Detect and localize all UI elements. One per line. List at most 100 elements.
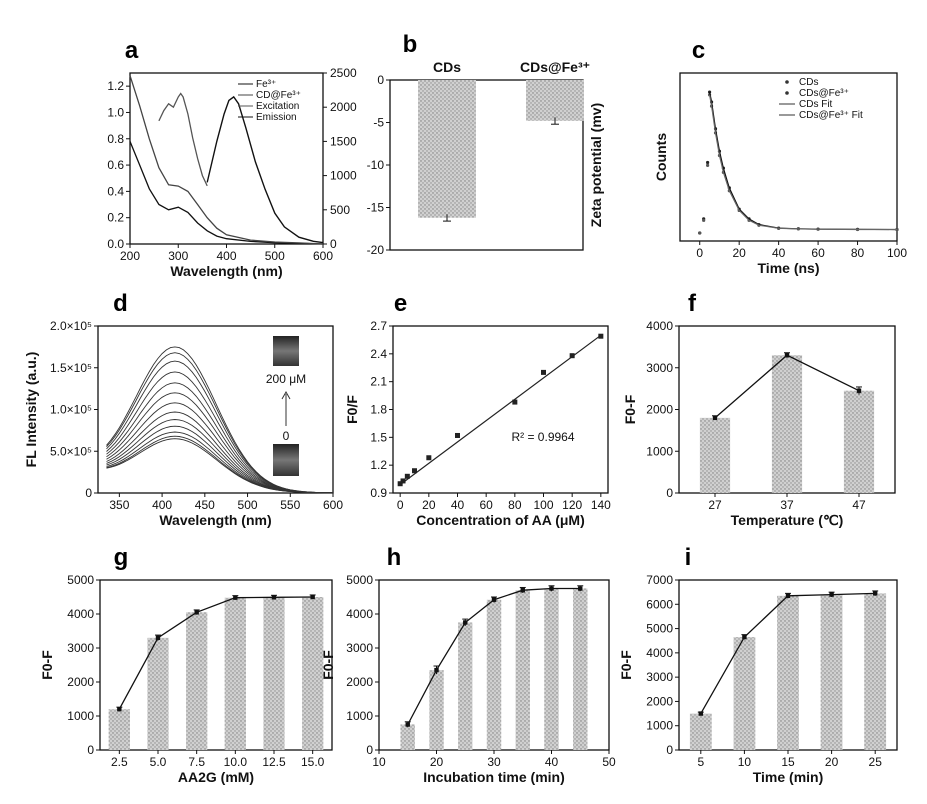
panel-f-xtick-label: 37: [780, 498, 794, 512]
panel-a-ytick-label: 0.4: [107, 184, 124, 198]
panel-e-data-point: [455, 432, 460, 438]
panel-a-y2tick-label: 500: [330, 203, 350, 217]
panel-d-ytick-label: 1.5×10⁵: [50, 361, 92, 375]
panel-g-xlabel: AA2G (mM): [178, 769, 254, 785]
panel-d-ytick-label: 0: [85, 486, 92, 500]
panel-b-bar: [418, 80, 476, 218]
panel-h-data-point: [405, 722, 410, 727]
panel-c-xtick-label: 100: [887, 246, 907, 260]
panel-a-legend-entry: Fe³⁺: [256, 79, 276, 90]
panel-h-xlabel: Incubation time (min): [423, 769, 565, 785]
panel-c-data-point: [895, 228, 899, 232]
panel-d-xtick-label: 600: [323, 498, 343, 512]
panel-c-xtick-label: 20: [733, 246, 747, 260]
panel-h-data-point: [549, 586, 554, 591]
panel-f-bar: [843, 390, 875, 493]
panel-e-r2-annotation: R² = 0.9964: [511, 430, 574, 444]
panel-i-ytick-label: 0: [666, 743, 673, 757]
panel-a-y2tick-label: 1500: [330, 134, 357, 148]
panel-a-ytick-label: 0.2: [107, 211, 124, 225]
panel-h-xtick-label: 10: [372, 755, 386, 769]
panel-d-spectrum-line: [106, 435, 333, 494]
panel-a-series-line: [158, 92, 208, 187]
panel-b-ytick-label: 0: [377, 73, 384, 87]
panel-i-label: i: [685, 544, 692, 571]
panel-h-label: h: [387, 544, 402, 571]
panel-i-xtick-label: 25: [869, 755, 883, 769]
panel-i-ytick-label: 6000: [646, 597, 673, 611]
panel-h-bar: [515, 590, 530, 750]
panel-c-frame: [679, 72, 898, 242]
panel-d-ytick-label: 1.0×10⁵: [50, 403, 92, 417]
panel-i-xtick-label: 5: [697, 755, 704, 769]
panel-e-data-point: [400, 478, 406, 484]
panel-g-trend-line: [118, 596, 313, 710]
panel-c-fit-line: [709, 94, 898, 231]
panel-a-label: a: [125, 37, 139, 64]
panel-i-bar: [864, 593, 887, 750]
panel-h-xtick-label: 20: [430, 755, 444, 769]
panel-c-xtick-label: 80: [851, 246, 865, 260]
panel-d-spectrum-line: [106, 438, 333, 494]
panel-h-bar: [486, 599, 502, 750]
panel-d-inset-bottom-label: 0: [283, 429, 290, 443]
panel-a-xtick-label: 400: [216, 249, 236, 263]
panel-g-ylabel: F0-F: [39, 650, 55, 680]
panel-c-xtick-label: 40: [772, 246, 786, 260]
panel-h-ylabel: F0-F: [320, 650, 336, 680]
panel-a-ytick-label: 0.8: [107, 132, 124, 146]
panel-g-bar: [302, 597, 324, 750]
panel-a-y2tick-label: 0: [330, 237, 337, 251]
panel-d-inset-top-label: 200 μM: [266, 372, 306, 386]
panel-e-ytick-label: 0.9: [370, 486, 387, 500]
panel-f-data-point: [712, 415, 718, 421]
panel-i-data-point: [785, 593, 791, 598]
panel-h-data-point: [434, 667, 439, 673]
panel-g-bar: [186, 612, 208, 750]
panel-e-data-point: [598, 333, 604, 339]
panel-g-data-point: [233, 595, 238, 600]
panel-e-ytick-label: 2.7: [370, 319, 387, 333]
panel-g-ytick-label: 0: [87, 743, 94, 757]
panel-g-xtick-label: 5.0: [150, 755, 167, 769]
panel-e-ytick-label: 1.2: [370, 458, 387, 472]
panel-e-ytick-label: 1.8: [370, 403, 387, 417]
panel-h-bar: [400, 724, 415, 750]
panel-f-label: f: [688, 290, 697, 317]
panel-i-xtick-label: 10: [738, 755, 752, 769]
panel-i-ytick-label: 5000: [646, 622, 673, 636]
panel-i-xtick-label: 15: [781, 755, 795, 769]
panel-d-ytick-label: 2.0×10⁵: [50, 319, 92, 333]
panel-i-bar: [820, 594, 843, 750]
panel-c-data-point: [702, 218, 706, 222]
panel-i-bar: [733, 637, 756, 750]
panel-c-label: c: [692, 37, 705, 64]
panel-d-label: d: [113, 290, 128, 317]
panel-g-data-point: [155, 635, 161, 640]
panel-h-data-point: [578, 586, 583, 591]
panel-e-xtick-label: 60: [479, 498, 493, 512]
panel-h-ytick-label: 3000: [346, 641, 373, 655]
panel-i-ytick-label: 4000: [646, 646, 673, 660]
panel-b-label: b: [403, 31, 418, 58]
panel-h-ytick-label: 1000: [346, 709, 373, 723]
panel-i-ytick-label: 3000: [646, 670, 673, 684]
panel-h-data-point: [463, 620, 468, 625]
panel-c-legend-marker: [785, 80, 789, 84]
panel-d-xtick-label: 500: [238, 498, 258, 512]
panel-g-data-point: [310, 594, 315, 600]
panel-a-xtick-label: 500: [265, 249, 285, 263]
panel-h-xtick-label: 40: [545, 755, 559, 769]
panel-b-ytick-label: -10: [367, 158, 385, 172]
panel-g-data-point: [117, 707, 122, 712]
panel-d-spectrum-line: [106, 419, 334, 494]
panel-d-xtick-label: 450: [195, 498, 215, 512]
panel-f-bar: [771, 355, 803, 493]
panel-h-ytick-label: 2000: [346, 675, 373, 689]
panel-c-xtick-label: 60: [811, 246, 825, 260]
panel-i-ytick-label: 7000: [646, 573, 673, 587]
panel-e-data-point: [512, 399, 518, 405]
panel-h-bar: [458, 622, 473, 750]
panel-h-ytick-label: 5000: [346, 573, 373, 587]
panel-i-data-point: [829, 592, 834, 597]
